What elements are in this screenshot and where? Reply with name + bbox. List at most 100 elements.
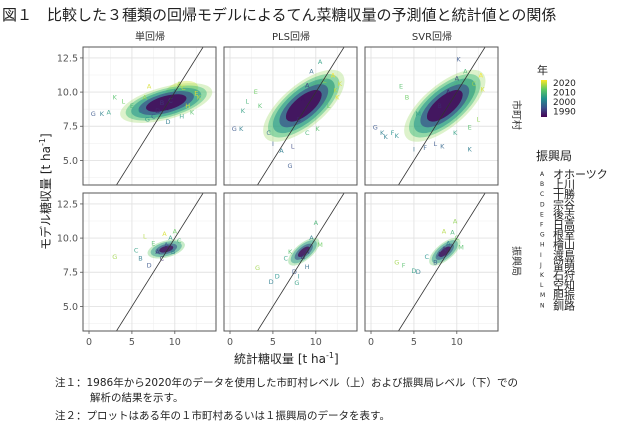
year-legend-label: 1990: [553, 108, 576, 118]
facet-panel: GDDCKDGBAAAMHI0510: [223, 192, 358, 348]
point-cloud-density: [145, 94, 187, 112]
panel-border: [364, 192, 499, 332]
data-point: E: [399, 83, 403, 91]
facet-label-simple-regression: 単回帰: [135, 30, 165, 43]
data-point: K: [335, 94, 340, 102]
data-point: G: [294, 279, 299, 287]
note-1-cont: 解析の結果を示す。: [90, 392, 184, 404]
legend-subprefecture-name: 釧路: [553, 298, 575, 312]
data-point: G: [91, 110, 96, 118]
data-point: C: [168, 96, 173, 104]
data-point: C: [472, 80, 477, 88]
facet-panel: GKKLEKCIAGLBAAAACAKKLKCK: [223, 46, 358, 186]
x-tick-label: 10: [310, 337, 322, 348]
data-point: A: [442, 245, 447, 253]
y-axis-label: モデル糖収量 [t ha-1]: [38, 133, 53, 250]
data-point: L: [476, 115, 480, 123]
data-point: K: [468, 145, 473, 153]
legend-subprefecture-name: 檜山: [553, 238, 575, 252]
data-point: K: [480, 85, 485, 93]
data-point: K: [113, 94, 118, 102]
data-point: K: [453, 129, 458, 137]
data-point: D: [165, 118, 170, 126]
data-point: G: [255, 264, 260, 272]
legend-letter: J: [539, 262, 542, 269]
identity-line: [116, 193, 204, 331]
y-tick-label: 12.5: [57, 53, 78, 64]
legend-subprefecture-name: 胆振: [553, 288, 575, 302]
data-point: A: [173, 227, 178, 235]
data-point: A: [162, 230, 167, 238]
data-point: F: [423, 144, 427, 152]
data-point: C: [138, 107, 143, 115]
year-legend-label: 2020: [553, 79, 576, 89]
data-point: L: [327, 102, 331, 110]
data-point: A: [437, 250, 442, 258]
data-point: H: [305, 263, 310, 271]
data-point: D: [275, 272, 280, 280]
data-point: H: [179, 113, 184, 121]
panel-border: [223, 192, 358, 332]
year-legend-title: 年: [537, 63, 548, 77]
panel-border: [364, 46, 499, 186]
data-point: M: [415, 110, 421, 118]
data-point: A: [309, 234, 314, 242]
legend-letter: C: [540, 191, 544, 198]
x-tick-label: 10: [169, 337, 181, 348]
legend-letter: B: [540, 181, 544, 188]
panel-background: [224, 193, 357, 331]
legend-letter: D: [540, 201, 545, 208]
legend-letter: N: [540, 302, 545, 309]
point-cloud-density: [285, 89, 322, 122]
legend-subprefecture-name: 宗谷: [553, 197, 575, 211]
data-point: K: [380, 129, 385, 137]
x-axis-label: 統計糖収量 [t ha-1]: [234, 351, 339, 366]
data-point: A: [177, 80, 182, 88]
y-tick-label: 5.0: [63, 302, 78, 313]
data-point: C: [284, 255, 289, 263]
data-point: K: [395, 132, 400, 140]
x-tick-label: 0: [368, 337, 374, 348]
data-point: I: [413, 145, 415, 153]
data-point: D: [416, 268, 421, 276]
panel-background: [83, 193, 216, 331]
data-point: C: [177, 237, 182, 245]
data-point: E: [254, 88, 258, 96]
facet-label-subprefecture: 振興局: [510, 246, 523, 276]
data-point: A: [455, 74, 460, 82]
data-point: M: [458, 244, 464, 252]
y-tick-label: 10.0: [57, 234, 78, 245]
data-point: A: [479, 72, 484, 80]
data-point: C: [134, 246, 139, 254]
data-point: L: [143, 233, 147, 241]
data-point: C: [151, 113, 156, 121]
data-point: A: [168, 234, 173, 242]
facet-label-svr-regression: SVR回帰: [412, 30, 452, 43]
data-point: B: [301, 253, 305, 261]
point-cloud-density: [426, 89, 463, 122]
data-point: A: [450, 229, 455, 237]
data-point: K: [100, 110, 105, 118]
data-point: I: [272, 140, 274, 148]
data-point: A: [314, 219, 319, 227]
data-point: C: [425, 253, 430, 261]
identity-line: [257, 47, 345, 185]
data-point: H: [185, 102, 190, 110]
data-point: B: [138, 255, 142, 263]
y-tick-label: 5.0: [63, 156, 78, 167]
x-tick-label: 0: [86, 337, 92, 348]
subprefecture-legend: 振興局 A オホーツク B 上川 C 十勝 D 宗谷 E 後志 F 日高 G 根室 H 檜山 I 渡島 J 留萌 K 石狩…: [536, 149, 608, 312]
data-point: A: [446, 88, 451, 96]
facet-label-pls-regression: PLS回帰: [272, 30, 310, 43]
x-tick-label: 5: [270, 337, 276, 348]
data-point: B: [433, 259, 437, 267]
legend-letter: M: [540, 292, 545, 299]
year-legend-label: 2010: [553, 89, 576, 99]
legend-letter: E: [540, 211, 544, 218]
legend-subprefecture-name: 十勝: [553, 187, 575, 201]
x-tick-label: 5: [411, 337, 417, 348]
identity-line: [398, 193, 486, 331]
note-2: 注２：プロットはある年の１市町村あるいは１振興局のデータを表す。: [55, 410, 390, 422]
